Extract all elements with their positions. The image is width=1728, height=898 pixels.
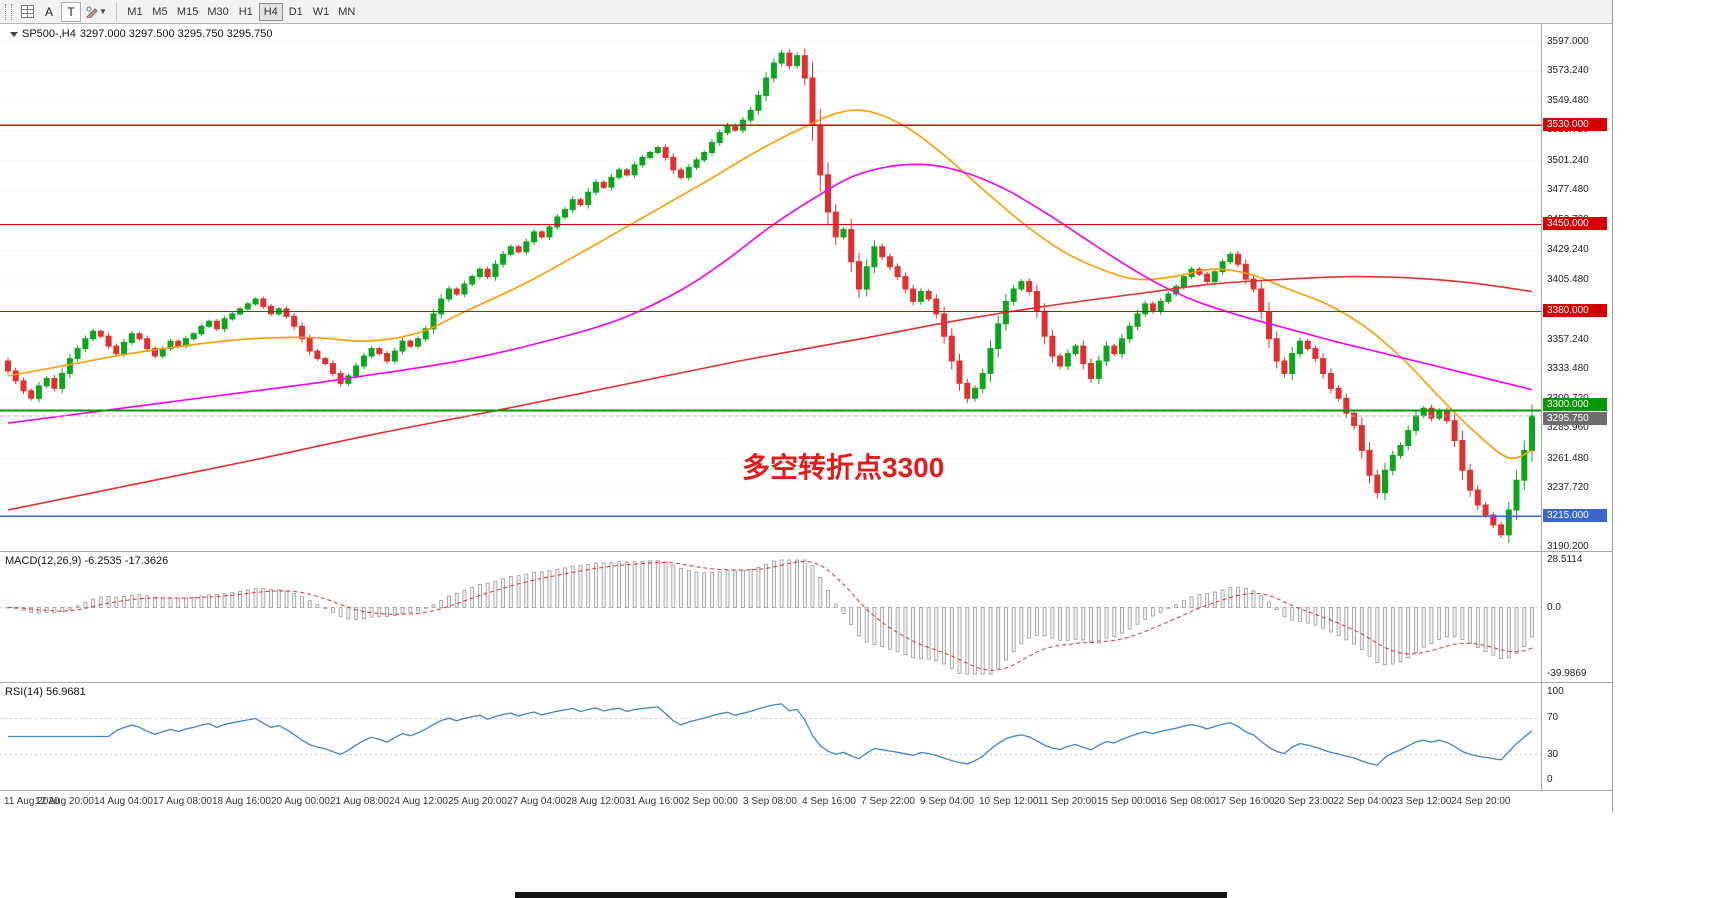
time-tick-label: 3 Sep 08:00 (743, 796, 797, 807)
time-tick-label: 20 Aug 00:00 (271, 796, 330, 807)
bottom-black-bar (515, 892, 1227, 898)
time-tick-label: 11 Aug 2020 (4, 796, 60, 807)
timeframe-m30-button[interactable]: M30 (203, 3, 232, 21)
time-tick-label: 24 Sep 20:00 (1451, 796, 1511, 807)
time-tick-label: 17 Aug 08:00 (153, 796, 212, 807)
macd-tick-label: 0.0 (1547, 601, 1561, 613)
rsi-tick-label: 0 (1547, 774, 1553, 785)
chart-annotation-text[interactable]: 多空转折点3300 (742, 452, 945, 483)
price-tick-label: 3597.000 (1547, 36, 1589, 47)
price-tick-label: 3190.200 (1547, 541, 1589, 552)
timeframe-h4-button[interactable]: H4 (258, 2, 283, 21)
price-tick-label: 3549.480 (1547, 95, 1589, 106)
symbol-dropdown-icon[interactable] (10, 31, 18, 37)
macd-label: MACD(12,26,9) -6.2535 -17.3626 (5, 555, 169, 567)
text-label-tool-button[interactable]: T (61, 1, 81, 22)
time-tick-label: 27 Aug 04:00 (507, 796, 566, 807)
macd-chart[interactable] (0, 552, 1541, 682)
rsi-tick-label: 70 (1547, 712, 1559, 723)
shapes-tool-button[interactable]: ▼ (83, 2, 110, 22)
rsi-label: RSI(14) 56.9681 (5, 686, 86, 698)
toolbar-separator (115, 2, 117, 21)
level-price-box: 3300.000 (1543, 398, 1607, 411)
rsi-chart[interactable] (0, 683, 1541, 790)
ma-fast-orange (7, 109, 1533, 460)
time-tick-label: 9 Sep 04:00 (920, 796, 974, 807)
time-tick-label: 21 Aug 08:00 (330, 796, 389, 807)
ohlc-values: 3297.000 3297.500 3295.750 3295.750 (79, 28, 273, 40)
time-tick-label: 24 Aug 12:00 (389, 796, 448, 807)
level-price-box: 3530.000 (1543, 118, 1607, 131)
chart-grid-icon[interactable] (17, 2, 37, 22)
price-tick-label: 3429.240 (1547, 244, 1589, 255)
rsi-tick-label: 30 (1547, 749, 1559, 760)
time-tick-label: 7 Sep 22:00 (861, 796, 915, 807)
macd-axis[interactable]: 28.5114 0.0 -39.9869 (1541, 552, 1612, 682)
time-tick-label: 12 Aug 20:00 (35, 796, 94, 807)
time-tick-label: 11 Sep 20:00 (1038, 796, 1097, 807)
timeframe-m15-button[interactable]: M15 (173, 3, 202, 21)
timeframe-d1-button[interactable]: D1 (284, 3, 308, 21)
price-tick-label: 3285.960 (1547, 422, 1589, 433)
price-tick-label: 3477.480 (1547, 184, 1589, 195)
rsi-tick-label: 100 (1547, 686, 1564, 697)
chevron-down-icon: ▼ (99, 7, 107, 16)
time-tick-label: 20 Sep 23:00 (1274, 796, 1334, 807)
timeframe-m1-button[interactable]: M1 (123, 3, 147, 21)
time-tick-label: 18 Aug 16:00 (212, 796, 271, 807)
price-tick-label: 3237.720 (1547, 482, 1589, 493)
price-tick-label: 3573.240 (1547, 65, 1589, 76)
current-price-box: 3295.750 (1543, 412, 1607, 425)
timeframe-mn-button[interactable]: MN (334, 3, 359, 21)
macd-tick-label: 28.5114 (1547, 554, 1583, 565)
price-tick-label: 3501.240 (1547, 155, 1589, 166)
rsi-axis[interactable]: 100 70 30 0 (1541, 683, 1612, 790)
time-tick-label: 2 Sep 00:00 (684, 796, 738, 807)
symbol-name: SP500-,H4 (22, 28, 76, 40)
time-tick-label: 23 Sep 12:00 (1392, 796, 1452, 807)
time-tick-label: 16 Sep 08:00 (1156, 796, 1216, 807)
candlestick-chart[interactable] (0, 24, 1541, 551)
price-tick-label: 3357.240 (1547, 334, 1589, 345)
time-tick-label: 17 Sep 16:00 (1215, 796, 1275, 807)
price-tick-label: 3261.480 (1547, 453, 1589, 464)
timeframe-h1-button[interactable]: H1 (234, 3, 258, 21)
price-chart-panel[interactable]: SP500-,H4 3297.000 3297.500 3295.750 329… (0, 24, 1612, 552)
time-tick-label: 14 Aug 04:00 (94, 796, 153, 807)
rsi-panel[interactable]: RSI(14) 56.9681 100 70 30 0 (0, 682, 1612, 790)
timeframe-group: M1 M5 M15 M30 H1 H4 D1 W1 MN (123, 2, 359, 21)
symbol-ohlc-label: SP500-,H4 3297.000 3297.500 3295.750 329… (10, 28, 273, 40)
level-price-box: 3215.000 (1543, 509, 1607, 522)
level-price-box: 3450.000 (1543, 217, 1607, 230)
timeframe-w1-button[interactable]: W1 (309, 3, 334, 21)
price-tick-label: 3333.480 (1547, 363, 1589, 374)
timeframe-m5-button[interactable]: M5 (148, 3, 172, 21)
grid-icon (20, 5, 34, 18)
level-price-box: 3380.000 (1543, 304, 1607, 317)
time-tick-label: 25 Aug 20:00 (448, 796, 507, 807)
text-tool-button[interactable]: A (39, 2, 59, 22)
macd-panel[interactable]: MACD(12,26,9) -6.2535 -17.3626 28.5114 0.… (0, 551, 1612, 682)
ma-mid-magenta (7, 163, 1533, 424)
ma-slow-red (7, 275, 1533, 511)
time-tick-label: 10 Sep 12:00 (979, 796, 1039, 807)
price-tick-label: 3405.480 (1547, 274, 1589, 285)
trading-chart-window: A T ▼ M1 M5 M15 M30 H1 H4 D1 W1 MN SP500-,H4 329… (0, 0, 1613, 813)
time-tick-label: 22 Sep 04:00 (1333, 796, 1393, 807)
price-axis[interactable]: 3597.0003573.2403549.4803525.7203501.240… (1541, 24, 1612, 552)
time-tick-label: 31 Aug 16:00 (625, 796, 684, 807)
toolbar-grip[interactable] (5, 3, 12, 20)
time-tick-label: 15 Sep 00:00 (1097, 796, 1157, 807)
time-tick-label: 28 Aug 12:00 (566, 796, 625, 807)
macd-tick-label: -39.9869 (1547, 668, 1587, 679)
time-axis[interactable]: 11 Aug 2020 12 Aug 20:00 14 Aug 04:00 17 Au… (0, 790, 1612, 813)
toolbar: A T ▼ M1 M5 M15 M30 H1 H4 D1 W1 MN (0, 0, 1612, 24)
shapes-icon (86, 6, 98, 18)
time-tick-label: 4 Sep 16:00 (802, 796, 856, 807)
